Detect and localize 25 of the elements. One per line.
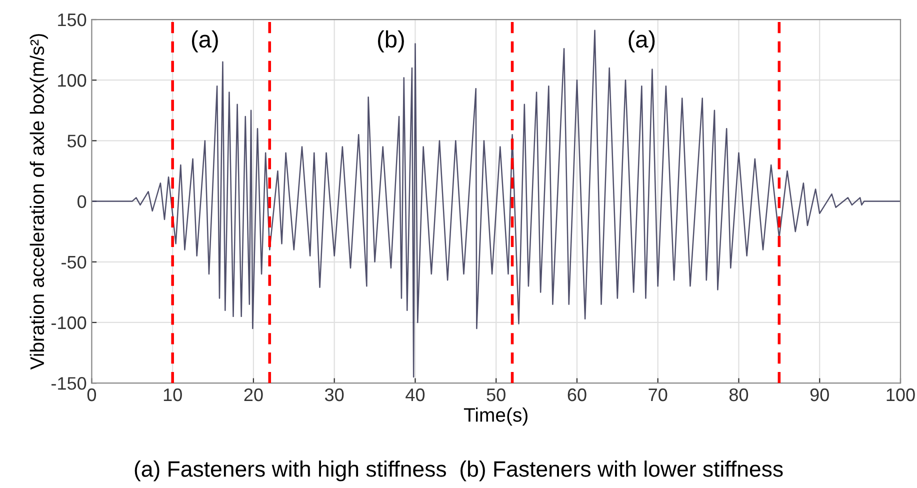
y-tick-label: 150 <box>58 13 86 26</box>
annotation: (b) <box>378 30 404 52</box>
annotation: (a) <box>628 30 655 52</box>
y-tick-label: -50 <box>62 256 86 269</box>
line-series <box>92 30 900 378</box>
y-tick-label: -100 <box>52 316 86 330</box>
x-tick-label: 70 <box>648 388 668 402</box>
y-tick-label: -150 <box>52 377 86 390</box>
x-tick-label: 60 <box>568 388 586 402</box>
x-tick-label: 10 <box>164 388 182 402</box>
text: (a) Fasteners with high stiffness (b) Fasteners with lower stiffness <box>134 460 783 482</box>
annotation: (a) <box>192 30 218 52</box>
y-tick-label: 50 <box>67 134 86 148</box>
x-tick-label: 30 <box>324 388 344 402</box>
x-axis-title: Time(s) <box>464 408 528 426</box>
x-tick-label: 40 <box>406 388 425 402</box>
y-axis-title: Vibration acceleration of axle box(m/s²) <box>30 34 48 370</box>
x-tick-label: 80 <box>729 388 748 402</box>
y-tick-label: 100 <box>58 74 86 87</box>
x-tick-label: 50 <box>486 388 506 402</box>
x-tick-label: 0 <box>87 388 96 402</box>
x-tick-label: 100 <box>886 388 915 402</box>
x-tick-label: 90 <box>810 388 829 402</box>
y-tick-label: 0 <box>78 195 86 208</box>
x-tick-label: 20 <box>244 388 263 402</box>
